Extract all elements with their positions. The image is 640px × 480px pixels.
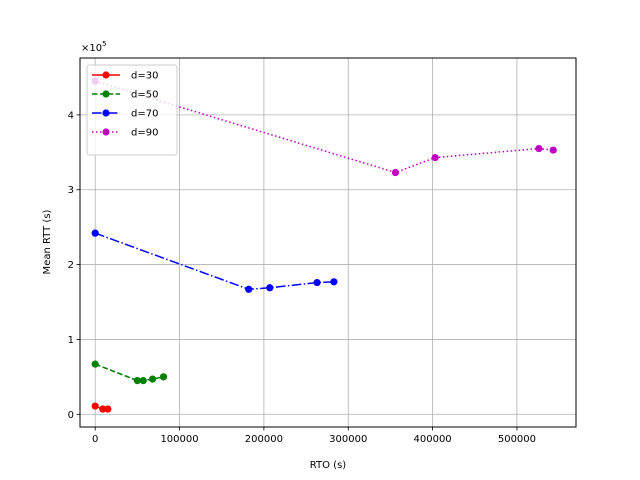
x-tick-label: 200000 — [245, 434, 283, 445]
y-tick-label: 2 — [68, 260, 74, 271]
y-axis: 0 1 2 3 4 — [68, 110, 80, 421]
data-point — [91, 360, 99, 368]
legend-marker — [102, 71, 110, 79]
series-d=30 — [91, 402, 112, 413]
legend-marker — [102, 128, 110, 136]
data-point — [148, 375, 157, 383]
legend-label: d=30 — [131, 71, 158, 82]
y-tick-label: 0 — [68, 410, 74, 421]
y-offset-label: ×105 — [81, 40, 107, 54]
x-axis-label: RTO (s) — [310, 460, 346, 471]
x-tick-label: 400000 — [414, 434, 452, 445]
x-tick-label: 0 — [92, 434, 98, 445]
data-point — [549, 146, 557, 154]
y-tick-label: 4 — [68, 110, 74, 121]
y-tick-label: 3 — [68, 185, 74, 196]
x-axis: 0 100000 200000 300000 400000 500000 — [92, 427, 536, 445]
data-point — [313, 278, 321, 287]
x-tick-label: 300000 — [329, 434, 367, 445]
data-point — [391, 168, 400, 177]
data-point — [91, 229, 99, 237]
data-point — [245, 285, 253, 293]
legend-label: d=90 — [131, 128, 158, 139]
legend-marker — [102, 90, 110, 98]
data-point — [99, 405, 107, 413]
y-offset-exponent: 5 — [102, 40, 106, 48]
data-point — [139, 376, 147, 385]
series-d=70 — [91, 229, 338, 293]
data-point — [431, 153, 439, 162]
legend-label: d=70 — [131, 109, 158, 120]
data-point — [104, 405, 112, 413]
legend: d=30 d=50 d=70 d=90 — [86, 64, 178, 156]
series-d=50 — [91, 360, 168, 385]
legend-marker — [102, 109, 110, 117]
series-layer — [91, 77, 557, 413]
data-point — [91, 402, 99, 410]
data-point — [159, 373, 168, 381]
data-point — [330, 278, 338, 286]
x-tick-label: 100000 — [160, 434, 198, 445]
y-offset-base: ×10 — [81, 43, 102, 54]
y-tick-label: 1 — [68, 335, 74, 346]
x-tick-label: 500000 — [498, 434, 536, 445]
y-axis-label: Mean RTT (s) — [42, 209, 53, 274]
data-point — [535, 144, 543, 153]
legend-label: d=50 — [131, 90, 158, 101]
data-point — [266, 284, 274, 292]
series-line — [94, 232, 334, 291]
data-point — [133, 376, 141, 385]
plot-frame — [79, 57, 577, 428]
